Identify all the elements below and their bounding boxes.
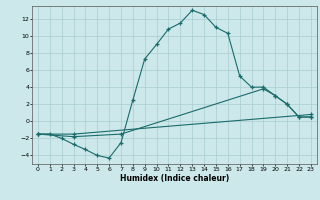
X-axis label: Humidex (Indice chaleur): Humidex (Indice chaleur) <box>120 174 229 183</box>
